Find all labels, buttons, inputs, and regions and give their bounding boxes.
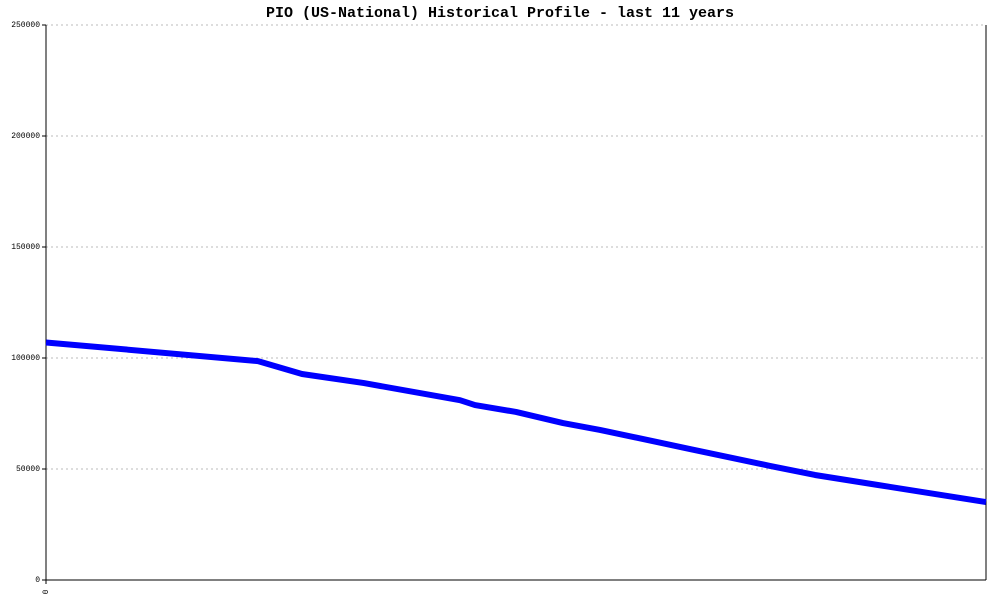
y-tick-label: 150000 (11, 243, 40, 252)
y-tick-label: 200000 (11, 132, 40, 141)
data-line (45, 339, 987, 506)
x-tick-label: 0 (42, 589, 51, 594)
y-tick-label: 100000 (11, 354, 40, 363)
y-tick-label: 250000 (11, 21, 40, 30)
chart-title: PIO (US-National) Historical Profile - l… (266, 5, 734, 22)
y-tick-label: 0 (35, 576, 40, 585)
y-tick-label: 50000 (16, 465, 40, 474)
